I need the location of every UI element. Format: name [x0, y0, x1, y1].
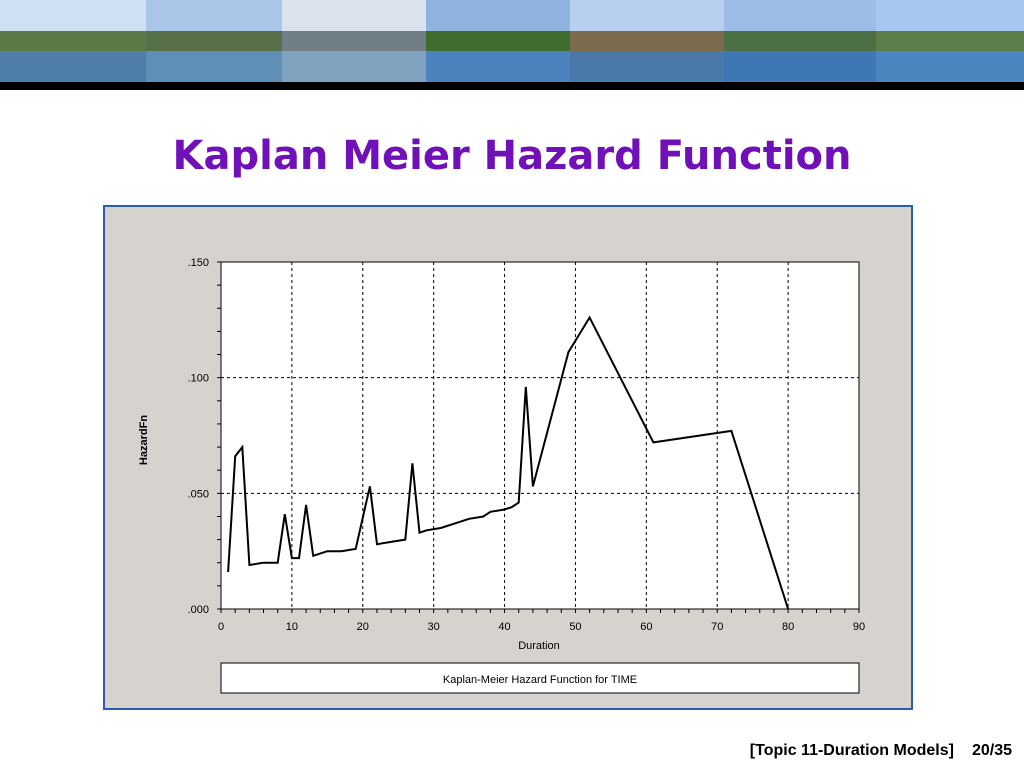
- banner-photo-lake-panorama: [724, 0, 876, 82]
- slide-footer: [Topic 11-Duration Models] 20/35: [732, 742, 1012, 760]
- page-number: 20/35: [971, 742, 1012, 759]
- legend-box: [220, 662, 860, 694]
- plot-area: [220, 261, 860, 610]
- banner-photo-lakeside-promenade: [282, 0, 426, 82]
- banner-photo-lake-mountains: [146, 0, 282, 82]
- banner-divider: [0, 82, 1024, 90]
- slide-title: Kaplan Meier Hazard Function: [172, 133, 852, 179]
- x-tick-label: 0: [218, 621, 224, 633]
- footer-topic: [Topic 11-Duration Models]: [749, 742, 954, 759]
- hazard-series-line: [227, 315, 790, 610]
- x-tick-label: 70: [711, 621, 723, 633]
- x-tick-label: 10: [286, 621, 298, 633]
- x-tick-label: 90: [853, 621, 865, 633]
- x-tick-label: 30: [428, 621, 440, 633]
- legend-text: Kaplan-Meier Hazard Function for TIME: [443, 674, 637, 686]
- y-axis-label: HazardFn: [138, 415, 150, 465]
- x-tick-label: 20: [357, 621, 369, 633]
- y-tick-label: .150: [188, 257, 209, 269]
- y-tick-label: .000: [188, 604, 209, 616]
- banner-photo-hillside-village: [0, 0, 146, 82]
- banner-photo-lakeside-walkway: [876, 0, 1024, 82]
- chart-panel: 0 10 20 30 40 50 60 70 80 90 .000 .050 .100 .150 Durat…: [103, 205, 913, 710]
- banner-photo-strip: [0, 0, 1024, 82]
- x-axis-label: Duration: [518, 640, 560, 652]
- x-tick-label: 40: [498, 621, 510, 633]
- banner: [0, 0, 1024, 92]
- hazard-chart: 0 10 20 30 40 50 60 70 80 90 .000 .050 .100 .150 Durat…: [138, 257, 865, 694]
- banner-photo-rocky-peak: [570, 0, 724, 82]
- y-tick-label: .050: [188, 488, 209, 500]
- x-tick-label: 60: [640, 621, 652, 633]
- banner-photo-palm-garden: [426, 0, 570, 82]
- x-tick-label: 50: [569, 621, 581, 633]
- x-tick-label: 80: [782, 621, 794, 633]
- y-tick-label: .100: [188, 373, 209, 385]
